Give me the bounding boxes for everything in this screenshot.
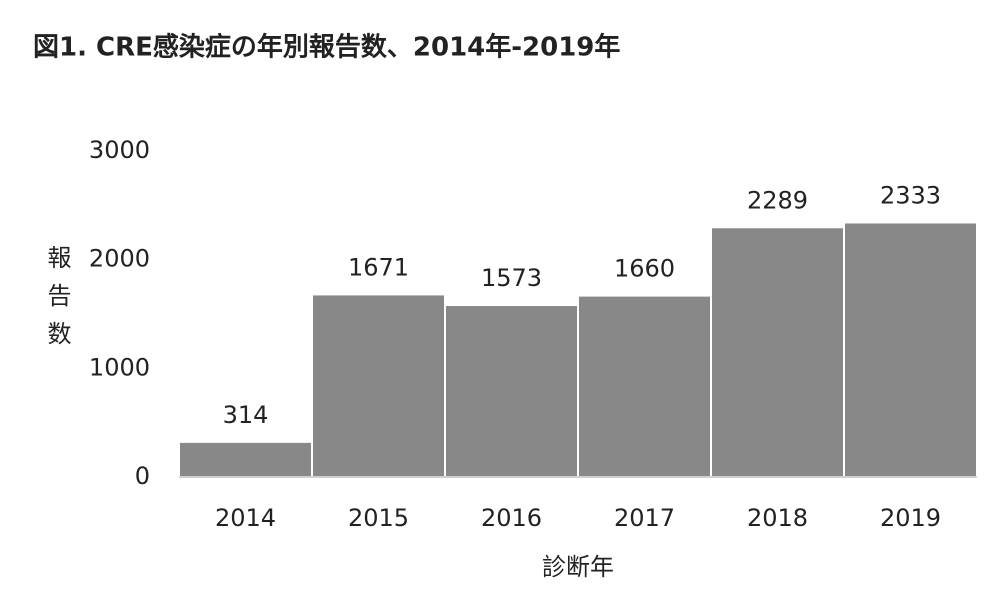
y-tick-label: 1000: [89, 353, 150, 381]
x-axis-label: 診断年: [542, 553, 614, 581]
data-label: 1660: [614, 255, 675, 283]
y-tick-label: 0: [135, 462, 150, 490]
bar: [845, 223, 976, 477]
data-label: 1671: [348, 253, 409, 281]
data-label: 2333: [880, 181, 941, 209]
x-tick-label: 2016: [481, 504, 542, 532]
x-tick-label: 2015: [348, 504, 409, 532]
x-tick-label: 2017: [614, 504, 675, 532]
x-tick-label: 2019: [880, 504, 941, 532]
bar: [712, 228, 843, 477]
bar: [313, 295, 444, 477]
y-axis-label: 報告数: [43, 245, 71, 359]
bar: [446, 306, 577, 477]
chart-title: 図1. CRE感染症の年別報告数、2014年-2019年: [33, 32, 620, 63]
y-tick-label: 2000: [89, 245, 150, 273]
x-tick-label: 2018: [747, 504, 808, 532]
y-tick-label: 3000: [89, 136, 150, 164]
data-label: 314: [223, 401, 269, 429]
bar: [180, 442, 311, 477]
bar: [579, 296, 710, 477]
data-label: 1573: [481, 264, 542, 292]
x-tick-label: 2014: [215, 504, 276, 532]
data-label: 2289: [747, 186, 808, 214]
